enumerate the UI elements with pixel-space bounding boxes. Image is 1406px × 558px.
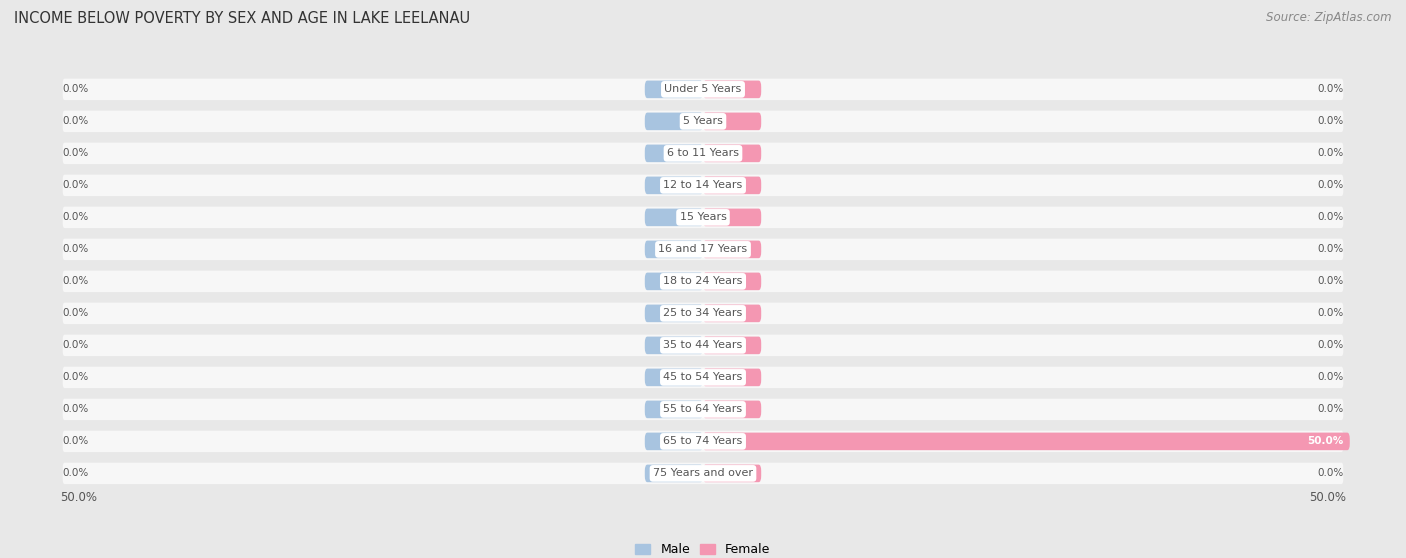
Legend: Male, Female: Male, Female bbox=[630, 538, 776, 558]
FancyBboxPatch shape bbox=[63, 431, 1343, 452]
Text: 45 to 54 Years: 45 to 54 Years bbox=[664, 372, 742, 382]
Text: 0.0%: 0.0% bbox=[63, 148, 89, 158]
Text: 6 to 11 Years: 6 to 11 Years bbox=[666, 148, 740, 158]
FancyBboxPatch shape bbox=[645, 336, 703, 354]
FancyBboxPatch shape bbox=[63, 143, 1343, 164]
Text: 50.0%: 50.0% bbox=[1308, 436, 1343, 446]
FancyBboxPatch shape bbox=[645, 465, 703, 482]
FancyBboxPatch shape bbox=[703, 465, 761, 482]
Text: 65 to 74 Years: 65 to 74 Years bbox=[664, 436, 742, 446]
FancyBboxPatch shape bbox=[63, 398, 1343, 420]
FancyBboxPatch shape bbox=[703, 369, 761, 386]
Text: 0.0%: 0.0% bbox=[1317, 117, 1343, 126]
Text: 35 to 44 Years: 35 to 44 Years bbox=[664, 340, 742, 350]
FancyBboxPatch shape bbox=[703, 80, 761, 98]
FancyBboxPatch shape bbox=[703, 176, 761, 194]
FancyBboxPatch shape bbox=[645, 305, 703, 322]
Text: 0.0%: 0.0% bbox=[1317, 340, 1343, 350]
FancyBboxPatch shape bbox=[63, 79, 1343, 100]
Text: 0.0%: 0.0% bbox=[63, 117, 89, 126]
FancyBboxPatch shape bbox=[63, 271, 1343, 292]
Text: INCOME BELOW POVERTY BY SEX AND AGE IN LAKE LEELANAU: INCOME BELOW POVERTY BY SEX AND AGE IN L… bbox=[14, 11, 470, 26]
Text: 0.0%: 0.0% bbox=[63, 213, 89, 223]
Text: 0.0%: 0.0% bbox=[63, 340, 89, 350]
FancyBboxPatch shape bbox=[703, 145, 761, 162]
Text: 0.0%: 0.0% bbox=[1317, 244, 1343, 254]
FancyBboxPatch shape bbox=[63, 463, 1343, 484]
Text: 0.0%: 0.0% bbox=[1317, 84, 1343, 94]
Text: 0.0%: 0.0% bbox=[1317, 148, 1343, 158]
Text: 0.0%: 0.0% bbox=[1317, 213, 1343, 223]
FancyBboxPatch shape bbox=[63, 302, 1343, 324]
FancyBboxPatch shape bbox=[645, 176, 703, 194]
Text: 0.0%: 0.0% bbox=[1317, 276, 1343, 286]
Text: 0.0%: 0.0% bbox=[1317, 372, 1343, 382]
Text: 55 to 64 Years: 55 to 64 Years bbox=[664, 405, 742, 415]
Text: 0.0%: 0.0% bbox=[63, 276, 89, 286]
Text: Under 5 Years: Under 5 Years bbox=[665, 84, 741, 94]
FancyBboxPatch shape bbox=[645, 401, 703, 418]
Text: 75 Years and over: 75 Years and over bbox=[652, 468, 754, 478]
Text: 50.0%: 50.0% bbox=[1309, 491, 1346, 504]
Text: 0.0%: 0.0% bbox=[1317, 309, 1343, 319]
FancyBboxPatch shape bbox=[645, 209, 703, 226]
Text: 0.0%: 0.0% bbox=[1317, 405, 1343, 415]
FancyBboxPatch shape bbox=[645, 369, 703, 386]
FancyBboxPatch shape bbox=[703, 209, 761, 226]
FancyBboxPatch shape bbox=[63, 335, 1343, 356]
FancyBboxPatch shape bbox=[703, 113, 761, 130]
FancyBboxPatch shape bbox=[645, 113, 703, 130]
Text: 0.0%: 0.0% bbox=[63, 309, 89, 319]
FancyBboxPatch shape bbox=[703, 401, 761, 418]
FancyBboxPatch shape bbox=[63, 110, 1343, 132]
Text: 18 to 24 Years: 18 to 24 Years bbox=[664, 276, 742, 286]
FancyBboxPatch shape bbox=[645, 272, 703, 290]
FancyBboxPatch shape bbox=[645, 432, 703, 450]
Text: 50.0%: 50.0% bbox=[60, 491, 97, 504]
FancyBboxPatch shape bbox=[703, 305, 761, 322]
Text: 5 Years: 5 Years bbox=[683, 117, 723, 126]
Text: 0.0%: 0.0% bbox=[63, 244, 89, 254]
Text: 0.0%: 0.0% bbox=[1317, 468, 1343, 478]
Text: 0.0%: 0.0% bbox=[63, 84, 89, 94]
FancyBboxPatch shape bbox=[645, 80, 703, 98]
FancyBboxPatch shape bbox=[645, 145, 703, 162]
Text: 15 Years: 15 Years bbox=[679, 213, 727, 223]
FancyBboxPatch shape bbox=[63, 239, 1343, 260]
Text: 0.0%: 0.0% bbox=[63, 372, 89, 382]
Text: 12 to 14 Years: 12 to 14 Years bbox=[664, 180, 742, 190]
FancyBboxPatch shape bbox=[645, 240, 703, 258]
FancyBboxPatch shape bbox=[703, 272, 761, 290]
Text: 0.0%: 0.0% bbox=[63, 180, 89, 190]
FancyBboxPatch shape bbox=[703, 336, 761, 354]
FancyBboxPatch shape bbox=[63, 175, 1343, 196]
FancyBboxPatch shape bbox=[703, 240, 761, 258]
Text: 0.0%: 0.0% bbox=[1317, 180, 1343, 190]
Text: 0.0%: 0.0% bbox=[63, 405, 89, 415]
Text: 16 and 17 Years: 16 and 17 Years bbox=[658, 244, 748, 254]
FancyBboxPatch shape bbox=[63, 206, 1343, 228]
FancyBboxPatch shape bbox=[63, 367, 1343, 388]
Text: 0.0%: 0.0% bbox=[63, 468, 89, 478]
Text: Source: ZipAtlas.com: Source: ZipAtlas.com bbox=[1267, 11, 1392, 24]
Text: 0.0%: 0.0% bbox=[63, 436, 89, 446]
Text: 25 to 34 Years: 25 to 34 Years bbox=[664, 309, 742, 319]
FancyBboxPatch shape bbox=[703, 432, 1350, 450]
